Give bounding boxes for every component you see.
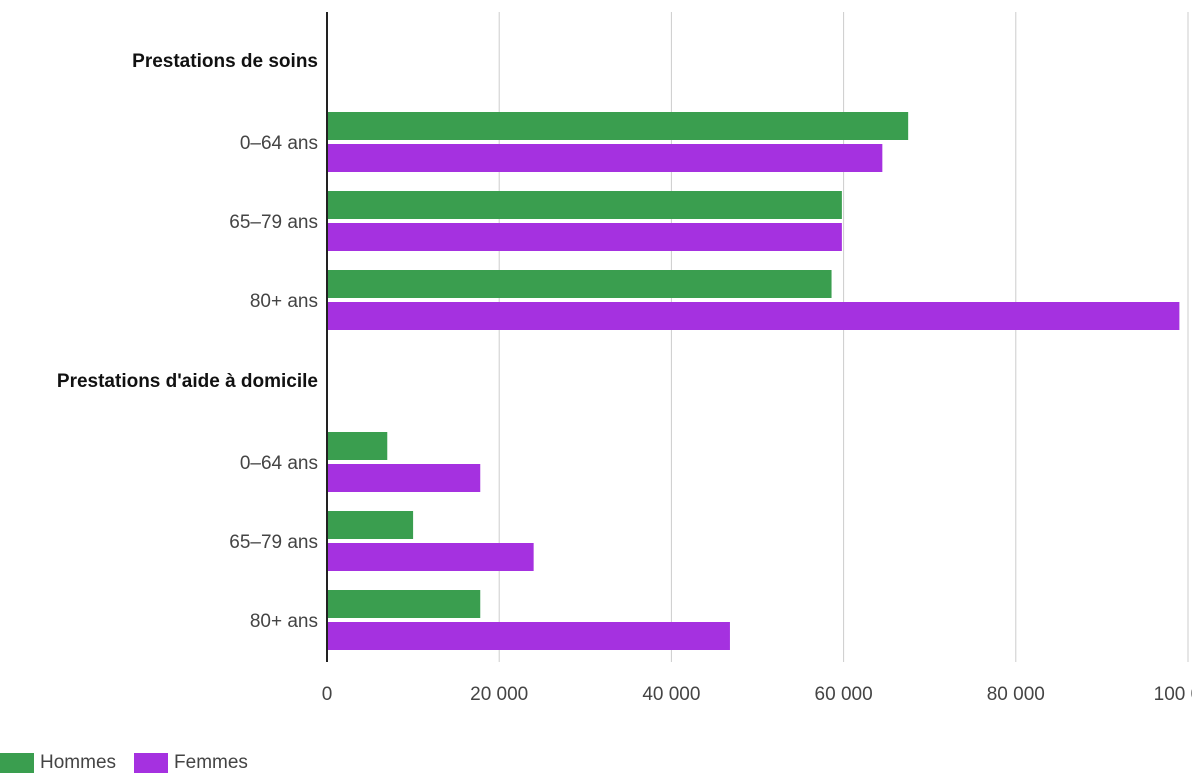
legend-swatch-hommes [0, 753, 34, 773]
category-label-0-0: 0–64 ans [240, 133, 318, 154]
category-label-1-2: 80+ ans [250, 611, 318, 632]
category-label-0-2: 80+ ans [250, 291, 318, 312]
bar-1-1-hommes [327, 511, 414, 539]
x-tick-label-1: 20 000 [470, 684, 528, 705]
bar-chart: 0 20 000 40 000 60 000 80 000 100 000 Prestati… [57, 12, 1192, 705]
bar-1-2-hommes [327, 590, 481, 618]
bar-1-0-hommes [327, 432, 388, 460]
x-tick-label-0: 0 [322, 684, 333, 705]
bar-0-1-hommes [327, 191, 842, 219]
bar-0-0-femmes [327, 144, 883, 172]
legend-item-femmes: Femmes [134, 752, 248, 774]
legend: Hommes Femmes [0, 752, 248, 774]
bar-1-1-femmes [327, 543, 534, 571]
bar-0-0-hommes [327, 112, 909, 140]
bar-0-2-hommes [327, 270, 832, 298]
x-tick-label-3: 60 000 [815, 684, 873, 705]
category-label-1-0: 0–64 ans [240, 453, 318, 474]
bar-0-2-femmes [327, 302, 1180, 330]
legend-swatch-femmes [134, 753, 169, 773]
legend-item-hommes: Hommes [0, 752, 116, 774]
group-label-0: Prestations de soins [132, 51, 318, 72]
group-label-1: Prestations d'aide à domicile [57, 371, 318, 392]
bar-1-0-femmes [327, 464, 481, 492]
x-tick-label-2: 40 000 [642, 684, 700, 705]
bar-0-1-femmes [327, 223, 842, 251]
category-label-1-1: 65–79 ans [229, 532, 318, 553]
category-label-0-1: 65–79 ans [229, 212, 318, 233]
legend-label-hommes: Hommes [40, 752, 117, 773]
x-tick-label-4: 80 000 [987, 684, 1045, 705]
bar-1-2-femmes [327, 622, 730, 650]
legend-label-femmes: Femmes [174, 752, 248, 773]
x-tick-label-5: 100 000 [1154, 684, 1192, 705]
